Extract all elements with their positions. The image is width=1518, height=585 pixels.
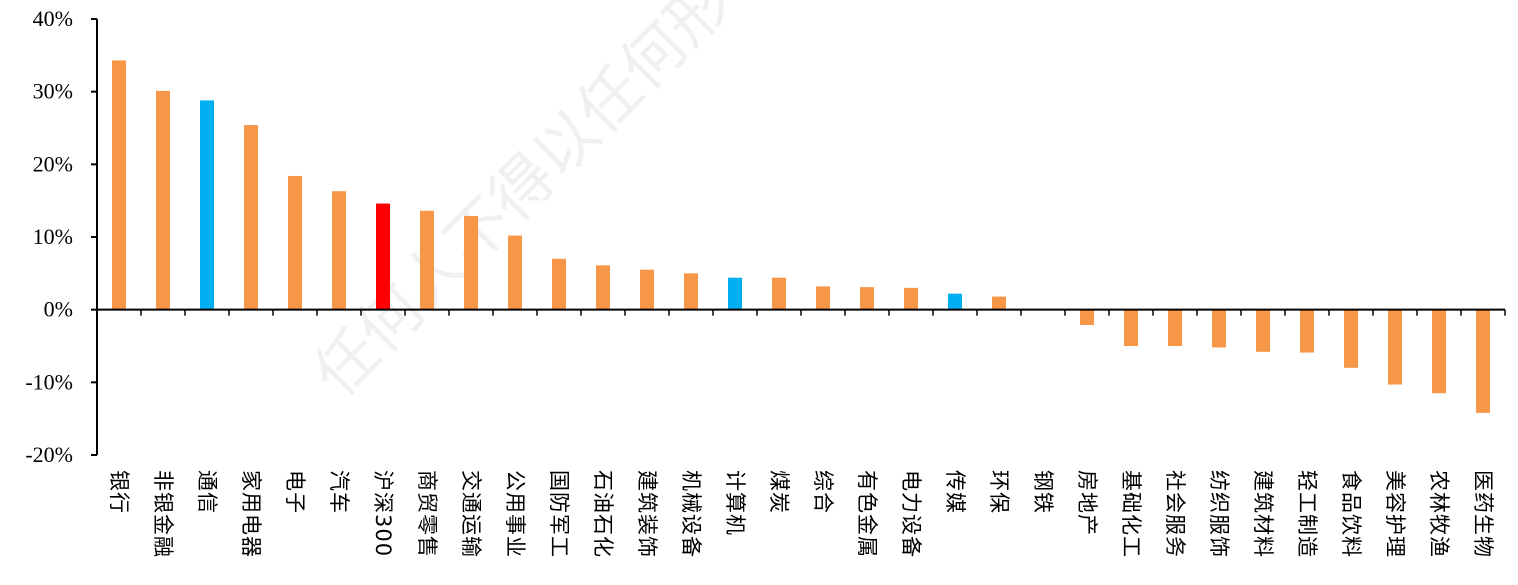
y-tick-label: 20% bbox=[33, 151, 73, 176]
x-category-label: 汽车 bbox=[327, 470, 351, 514]
x-category-label: 环保 bbox=[987, 470, 1011, 514]
bar-石油石化 bbox=[596, 265, 610, 310]
bar-汽车 bbox=[332, 191, 346, 310]
x-category-label: 商贸零售 bbox=[415, 470, 439, 558]
bar-轻工制造 bbox=[1300, 309, 1314, 353]
x-category-label: 计算机 bbox=[723, 470, 747, 536]
x-category-label: 农林牧渔 bbox=[1427, 470, 1451, 558]
bar-计算机 bbox=[728, 277, 742, 310]
x-category-label: 石油石化 bbox=[591, 470, 615, 558]
x-category-label: 银行 bbox=[107, 470, 131, 514]
x-category-label: 建筑材料 bbox=[1251, 470, 1275, 558]
x-category-label: 沪深300 bbox=[371, 470, 395, 557]
x-category-label: 医药生物 bbox=[1471, 470, 1495, 558]
bar-商贸零售 bbox=[420, 210, 434, 310]
bar-沪深300 bbox=[376, 203, 390, 310]
bar-食品饮料 bbox=[1344, 309, 1358, 368]
bar-基础化工 bbox=[1124, 309, 1138, 346]
bar-综合 bbox=[816, 286, 830, 310]
bar-电子 bbox=[288, 175, 302, 310]
x-category-label: 公用事业 bbox=[503, 470, 527, 558]
bars bbox=[112, 60, 1490, 413]
x-category-label: 有色金属 bbox=[855, 470, 879, 558]
bar-非银金融 bbox=[156, 90, 170, 310]
y-tick-label: 40% bbox=[33, 6, 73, 31]
x-category-label: 机械设备 bbox=[679, 470, 703, 558]
x-category-label: 钢铁 bbox=[1031, 470, 1055, 514]
axes bbox=[91, 18, 1506, 456]
bar-农林牧渔 bbox=[1432, 309, 1446, 394]
bar-机械设备 bbox=[684, 273, 698, 310]
y-tick-label: 10% bbox=[33, 224, 73, 249]
y-tick-label: 0% bbox=[44, 297, 73, 322]
x-category-label: 通信 bbox=[195, 470, 219, 514]
x-category-label: 纺织服饰 bbox=[1207, 470, 1231, 558]
y-tick-label: -20% bbox=[25, 442, 73, 467]
bar-房地产 bbox=[1080, 309, 1094, 325]
bar-环保 bbox=[992, 296, 1006, 310]
bar-建筑材料 bbox=[1256, 309, 1270, 352]
bar-家用电器 bbox=[244, 125, 258, 310]
x-category-labels: 银行 非银金融 通信 家用电器 电子 汽车 沪深300 商贸零售 交通运输 公用事业 国防军工 石油石… bbox=[107, 470, 1495, 558]
bar-建筑装饰 bbox=[640, 269, 654, 310]
bar-通信 bbox=[200, 100, 214, 310]
y-tick-label: -10% bbox=[25, 369, 73, 394]
x-category-label: 国防军工 bbox=[547, 470, 571, 558]
x-category-label: 基础化工 bbox=[1119, 470, 1143, 558]
x-category-label: 电力设备 bbox=[899, 470, 923, 558]
bar-纺织服饰 bbox=[1212, 309, 1226, 348]
bar-社会服务 bbox=[1168, 309, 1182, 346]
x-category-label: 煤炭 bbox=[767, 470, 791, 514]
x-category-label: 电子 bbox=[283, 470, 307, 514]
bar-公用事业 bbox=[508, 235, 522, 310]
x-category-label: 传媒 bbox=[943, 470, 967, 514]
x-category-label: 美容护理 bbox=[1383, 470, 1407, 558]
x-category-label: 非银金融 bbox=[151, 470, 175, 558]
bar-医药生物 bbox=[1476, 309, 1490, 413]
y-tick-labels: 40% 30% 20% 10% 0% -10% -20% bbox=[25, 6, 73, 467]
bar-传媒 bbox=[948, 293, 962, 310]
bar-有色金属 bbox=[860, 287, 874, 310]
bar-电力设备 bbox=[904, 287, 918, 310]
x-category-label: 家用电器 bbox=[239, 470, 263, 558]
x-category-label: 轻工制造 bbox=[1295, 470, 1319, 558]
x-category-label: 食品饮料 bbox=[1339, 470, 1363, 558]
bar-国防军工 bbox=[552, 258, 566, 310]
bar-交通运输 bbox=[464, 215, 478, 310]
watermark: 任何人不得以任何形 bbox=[299, 0, 745, 411]
bar-银行 bbox=[112, 60, 126, 310]
watermark-text: 任何人不得以任何形 bbox=[299, 0, 745, 411]
y-tick-label: 30% bbox=[33, 79, 73, 104]
bar-煤炭 bbox=[772, 277, 786, 310]
bar-美容护理 bbox=[1388, 309, 1402, 385]
x-category-label: 建筑装饰 bbox=[635, 470, 659, 558]
x-category-label: 综合 bbox=[811, 470, 835, 514]
x-category-label: 社会服务 bbox=[1163, 470, 1187, 558]
x-category-label: 房地产 bbox=[1075, 470, 1099, 536]
x-category-label: 交通运输 bbox=[459, 470, 483, 558]
